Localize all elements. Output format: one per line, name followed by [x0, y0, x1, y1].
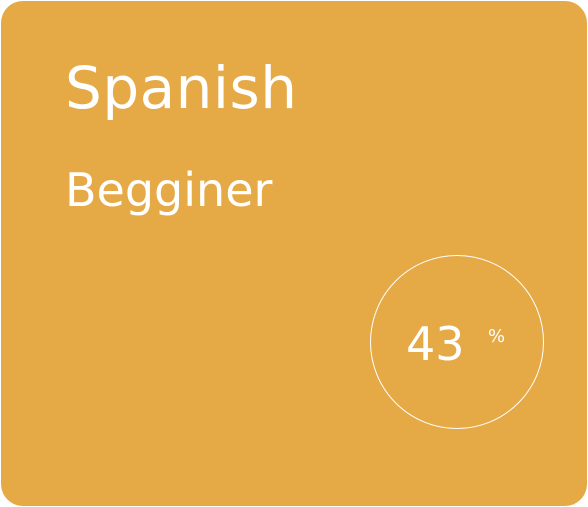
- course-title: Spanish: [65, 54, 298, 122]
- progress-unit: %: [488, 326, 506, 347]
- progress-ring: [370, 255, 544, 429]
- course-level: Begginer: [65, 163, 273, 217]
- progress-value: 43: [406, 317, 465, 371]
